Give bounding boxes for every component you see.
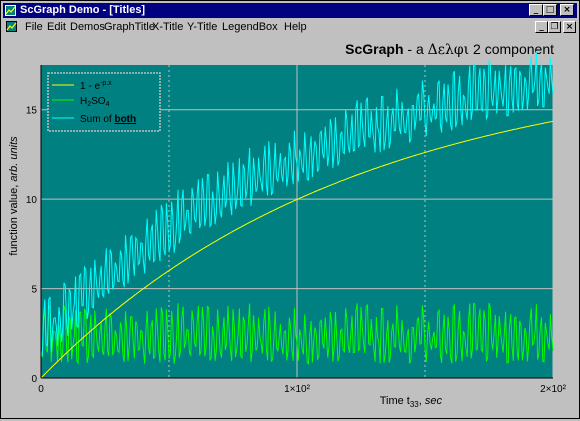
minimize-button[interactable]: _ bbox=[529, 4, 543, 16]
menu-file[interactable]: File bbox=[25, 21, 43, 33]
y-tick-label: 5 bbox=[31, 285, 37, 296]
graph-title: ScGraph - a Δελφι 2 component bbox=[345, 41, 554, 58]
child-window-icon[interactable] bbox=[6, 21, 17, 32]
chart: ScGraph - a Δελφι 2 component 0 5 10 15 0 1×1… bbox=[8, 41, 567, 409]
graph-title-greek: Δελφι bbox=[428, 42, 470, 58]
menu-ytitle[interactable]: Y-Title bbox=[187, 21, 218, 33]
app-icon bbox=[5, 5, 16, 16]
child-restore-button[interactable]: ❐ bbox=[548, 21, 561, 33]
grid-lines bbox=[41, 65, 554, 378]
legend-label-2: H2SO4 bbox=[80, 96, 110, 108]
legend-label-3: Sum of both bbox=[80, 114, 136, 125]
window-title: ScGraph Demo - [Titles] bbox=[20, 4, 146, 16]
menu-xtitle[interactable]: X-Title bbox=[152, 21, 184, 33]
x-tick-label: 2×10² bbox=[540, 384, 567, 395]
close-button[interactable]: × bbox=[560, 4, 574, 16]
series-line-exponential bbox=[40, 120, 554, 379]
maximize-button[interactable]: □ bbox=[543, 4, 557, 16]
graph-title-bold: ScGraph bbox=[345, 41, 403, 57]
graph-title-tail: 2 component bbox=[469, 41, 554, 57]
menu-graphtitle[interactable]: GraphTitle bbox=[104, 21, 155, 33]
menu-help[interactable]: Help bbox=[284, 21, 307, 33]
graph-title-rest: - a bbox=[404, 41, 428, 57]
title-bar[interactable]: ScGraph Demo - [Titles] _ □ × bbox=[3, 3, 577, 18]
series-line-h2so4 bbox=[40, 302, 554, 366]
legend-box[interactable]: 1 - e-p.x H2SO4 Sum of both bbox=[47, 72, 161, 132]
y-tick-label: 0 bbox=[31, 374, 37, 385]
child-minimize-button[interactable]: _ bbox=[535, 21, 548, 33]
graph-client-area: ScGraph - a Δελφι 2 component 0 5 10 15 0 1×1… bbox=[4, 36, 577, 416]
y-tick-label: 15 bbox=[26, 106, 38, 117]
child-close-button[interactable]: × bbox=[563, 21, 576, 33]
x-axis-label: Time t33, sec bbox=[380, 395, 443, 409]
series-group bbox=[40, 50, 554, 379]
x-tick-label: 1×10² bbox=[284, 384, 311, 395]
x-tick-label: 0 bbox=[38, 384, 44, 395]
menu-bar: File Edit Demos GraphTitle X-Title Y-Tit… bbox=[3, 19, 577, 35]
menu-legendbox[interactable]: LegendBox bbox=[222, 21, 278, 33]
menu-demos[interactable]: Demos bbox=[70, 21, 105, 33]
axis-ticks: 0 5 10 15 0 1×10² 2×10² bbox=[26, 65, 567, 395]
y-axis-label: function value, arb. units bbox=[8, 136, 20, 256]
series-line-sum bbox=[40, 50, 554, 357]
menu-edit[interactable]: Edit bbox=[47, 21, 66, 33]
y-tick-label: 10 bbox=[26, 195, 38, 206]
